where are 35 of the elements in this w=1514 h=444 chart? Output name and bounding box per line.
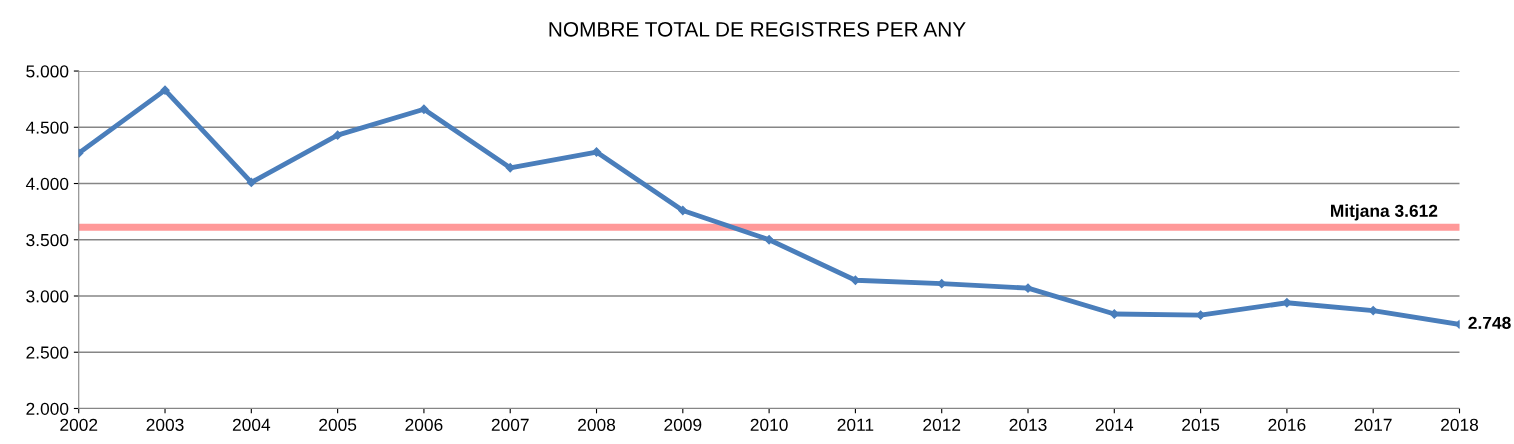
point (419, 104, 429, 114)
y-tick-label: 2.500 (26, 346, 69, 359)
x-tick-label: 2002 (60, 418, 98, 431)
x-tick-label: 2005 (319, 418, 357, 431)
point (160, 85, 170, 95)
y-tick-label: 2.000 (26, 402, 69, 415)
y-tick-label: 4.500 (25, 121, 69, 134)
x-tick-label: 2017 (1354, 418, 1392, 431)
y-tick-label: 3.000 (26, 290, 69, 303)
x-tick-label: 2012 (923, 418, 961, 431)
point (764, 235, 774, 245)
point (678, 205, 688, 216)
x-tick-label: 2014 (1095, 418, 1134, 431)
x-tick-label: 2018 (1441, 418, 1479, 431)
point (332, 130, 343, 140)
x-tick-label: 2011 (837, 418, 874, 431)
point (246, 177, 256, 188)
x-tick-label: 2016 (1268, 418, 1306, 431)
chart-title: NOMBRE TOTAL DE REGISTRES PER ANY (549, 21, 966, 37)
annotation: 2.748 (1468, 316, 1511, 330)
x-tick-label: 2004 (232, 418, 271, 431)
point (505, 163, 515, 173)
point (591, 147, 602, 157)
x-tick-label: 2007 (491, 418, 529, 431)
ref-line-label: Mitjana 3.612 (1331, 204, 1438, 221)
x-tick-label: 2010 (750, 418, 788, 431)
y-tick-label: 3.500 (26, 233, 69, 247)
y-tick-label: 5.000 (26, 65, 69, 78)
x-tick-label: 2003 (146, 418, 184, 431)
x-tick-label: 2009 (664, 418, 702, 431)
x-tick-label: 2013 (1009, 418, 1047, 431)
x-tick-label: 2008 (578, 418, 616, 431)
x-tick-label: 2015 (1182, 418, 1220, 431)
x-tick-label: 2006 (405, 418, 443, 431)
y-tick-label: 4.000 (25, 177, 69, 190)
